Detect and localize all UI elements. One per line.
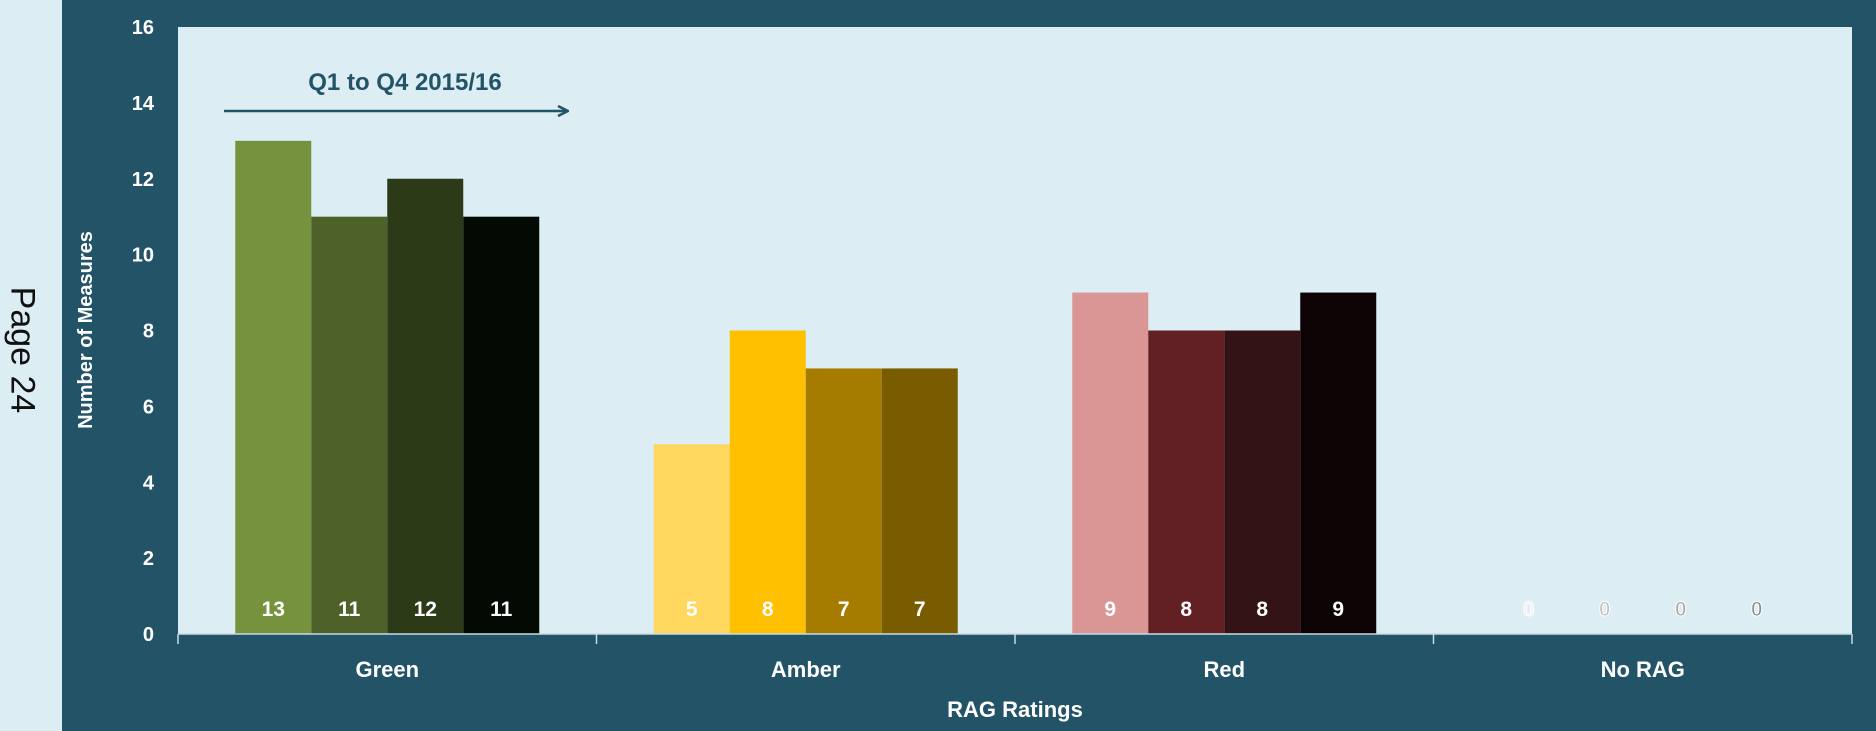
bar-amber-q3 — [805, 368, 882, 634]
data-label: 5 — [686, 598, 698, 621]
y-tick-label: 4 — [143, 472, 155, 494]
bar-green-q3 — [387, 178, 464, 634]
y-axis-title: Number of Measures — [75, 231, 97, 429]
bar-amber-q4 — [881, 368, 958, 634]
x-axis-title: RAG Ratings — [947, 697, 1083, 722]
bar-red-q2 — [1148, 330, 1225, 634]
data-label: 9 — [1332, 598, 1344, 621]
category-label: No RAG — [1601, 657, 1685, 682]
data-label: 9 — [1104, 598, 1116, 621]
chart-frame: 13 11 12 11 5 8 7 7 9 8 8 9 0 0 0 0 0 2 4 6 8 10 12 14 16 Green… — [62, 0, 1876, 731]
bar-red-q4 — [1300, 292, 1377, 634]
data-label-group: 13 11 12 11 5 8 7 7 9 8 8 9 0 0 0 0 — [262, 598, 1764, 622]
data-label: 0 — [1751, 598, 1763, 621]
data-label: 12 — [414, 598, 437, 621]
data-label: 8 — [762, 598, 774, 621]
data-label: 8 — [1256, 598, 1268, 621]
y-tick-label: 6 — [143, 396, 154, 418]
data-label: 8 — [1180, 598, 1192, 621]
data-label: 11 — [338, 598, 361, 621]
data-label: 7 — [914, 598, 926, 621]
bar-red-q1 — [1072, 292, 1149, 634]
data-label: 7 — [838, 598, 850, 621]
bar-amber-q1 — [653, 444, 730, 634]
category-label: Red — [1203, 657, 1245, 682]
bar-green-q1 — [235, 140, 312, 634]
data-label: 11 — [490, 598, 513, 621]
category-labels: Green Amber Red No RAG — [355, 657, 1684, 682]
page-number-label: Page 24 — [3, 286, 42, 414]
category-label: Green — [355, 657, 419, 682]
bar-red-q3 — [1224, 330, 1301, 634]
bar-amber-q2 — [729, 330, 806, 634]
data-label: 0 — [1675, 598, 1687, 621]
bar-group — [235, 140, 1377, 634]
data-label: 13 — [262, 598, 285, 621]
x-tick-group — [177, 634, 1853, 644]
bar-green-q4 — [463, 216, 540, 634]
bar-chart: 13 11 12 11 5 8 7 7 9 8 8 9 0 0 0 0 0 2 4 6 8 10 12 14 16 Green… — [75, 17, 1853, 722]
period-annotation: Q1 to Q4 2015/16 — [308, 69, 501, 96]
y-tick-labels: 0 2 4 6 8 10 12 14 16 — [132, 17, 155, 646]
y-tick-label: 14 — [132, 93, 155, 115]
y-tick-label: 0 — [143, 624, 154, 646]
y-tick-label: 2 — [143, 548, 154, 570]
y-tick-label: 16 — [132, 17, 154, 39]
bar-green-q2 — [311, 216, 388, 634]
y-tick-label: 8 — [143, 321, 154, 343]
data-label: 0 — [1599, 598, 1611, 621]
category-label: Amber — [771, 657, 841, 682]
y-tick-label: 12 — [132, 169, 154, 191]
data-label: 0 — [1523, 598, 1535, 621]
y-tick-label: 10 — [132, 245, 154, 267]
